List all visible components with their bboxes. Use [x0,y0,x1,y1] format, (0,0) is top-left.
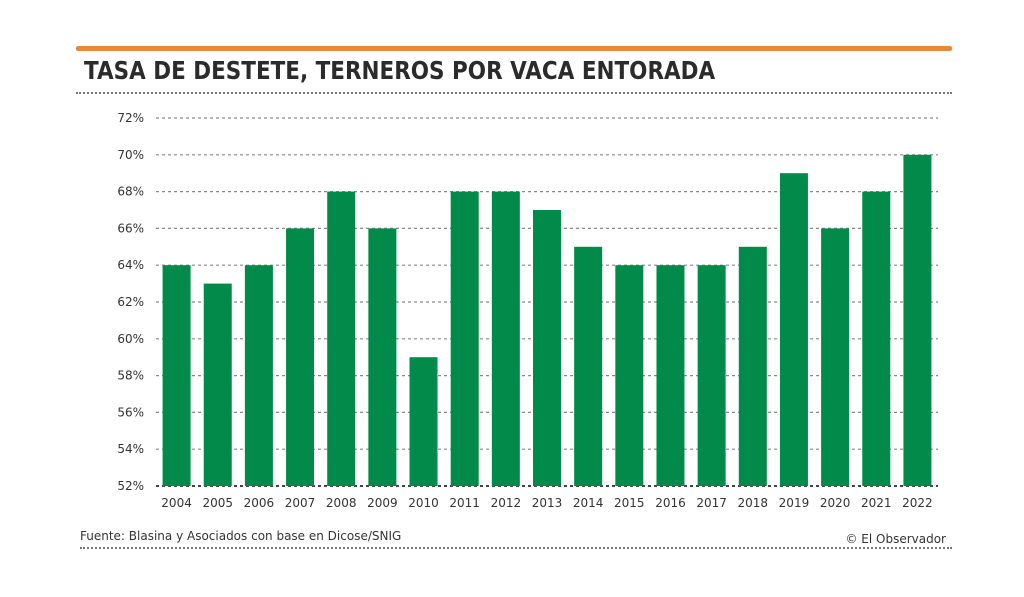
x-tick-label: 2020 [820,496,851,510]
bar-2017 [697,265,726,486]
x-tick-label: 2018 [738,496,769,510]
y-axis-ticks: 52% 54% 56% 58% 60% 62% 64% 66% 68% 70% 72% [117,111,144,493]
x-tick-label: 2015 [614,496,645,510]
bar-2008 [327,191,356,486]
bar-2013 [533,210,561,486]
y-tick-label: 72% [117,111,144,125]
bar-2005 [203,283,232,486]
y-tick-label: 54% [117,442,144,456]
x-tick-label: 2011 [449,496,480,510]
bar-2007 [286,228,315,486]
y-tick-label: 66% [117,221,144,235]
x-tick-label: 2019 [779,496,810,510]
bar-2012 [491,191,520,486]
y-tick-label: 68% [117,185,144,199]
bar-2006 [244,265,273,486]
bar-2015 [615,265,644,486]
bar-2014 [574,246,603,486]
title-divider [76,92,952,94]
source-note: Fuente: Blasina y Asociados con base en … [80,529,402,543]
x-tick-label: 2021 [861,496,892,510]
bar-2016 [656,265,685,486]
bar-2021 [862,191,891,486]
x-tick-label: 2009 [367,496,398,510]
bar-2022 [903,154,932,487]
y-tick-label: 56% [117,405,144,419]
x-tick-label: 2004 [161,496,192,510]
bar-2020 [821,228,850,486]
x-tick-label: 2007 [285,496,316,510]
y-tick-label: 64% [117,258,144,272]
chart-title: TASA DE DESTETE, TERNEROS POR VACA ENTOR… [84,56,716,85]
bar-2011 [450,191,479,486]
x-tick-label: 2006 [244,496,275,510]
x-tick-label: 2017 [696,496,727,510]
footer-divider [80,547,952,549]
x-axis-ticks: 2004 2005 2006 2007 2008 2009 2010 2011 2012 2013… [161,496,932,510]
accent-bar [76,46,952,51]
y-tick-label: 58% [117,369,144,383]
x-tick-label: 2013 [532,496,563,510]
x-tick-label: 2014 [573,496,604,510]
y-tick-label: 52% [117,479,144,493]
x-tick-label: 2005 [202,496,233,510]
bar-2010 [409,357,438,486]
x-tick-label: 2012 [491,496,522,510]
x-tick-label: 2008 [326,496,357,510]
y-tick-label: 62% [117,295,144,309]
bar-2009 [368,228,397,486]
y-tick-label: 70% [117,148,144,162]
credit-note: © El Observador [845,532,946,546]
y-tick-label: 60% [117,332,144,346]
bar-2004 [162,265,191,486]
x-tick-label: 2010 [408,496,439,510]
x-tick-label: 2016 [655,496,686,510]
bars [162,154,932,487]
bar-2019 [779,173,808,486]
bar-2018 [738,246,767,486]
x-tick-label: 2022 [902,496,933,510]
